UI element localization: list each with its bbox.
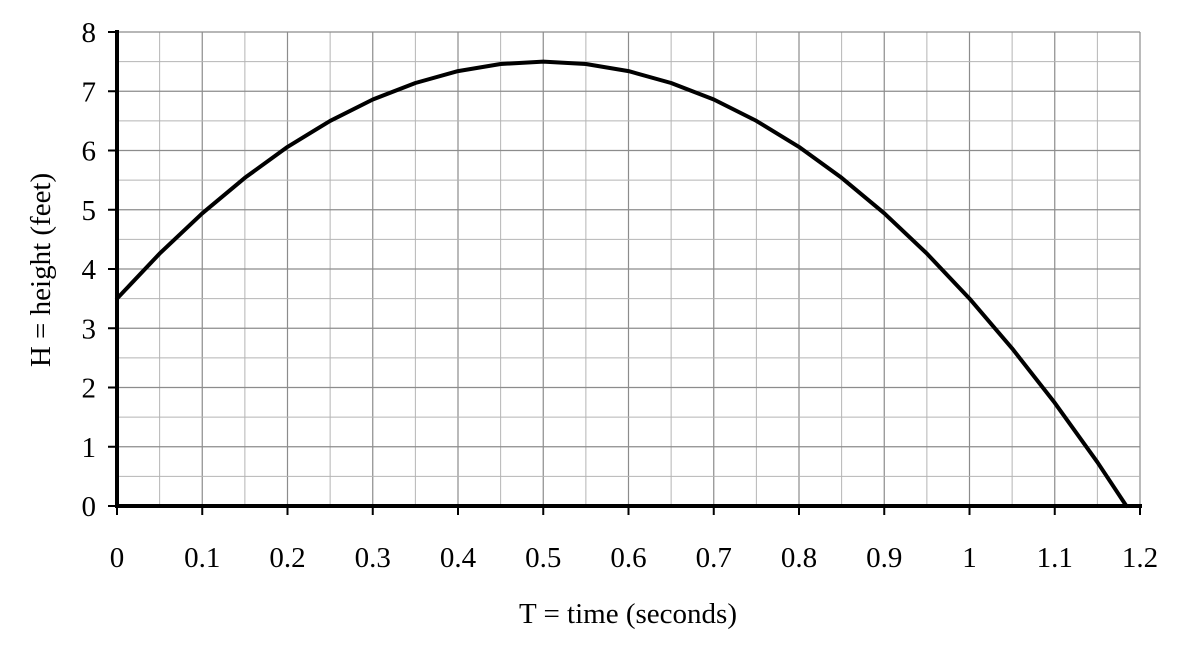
y-tick-label: 3 — [82, 313, 97, 345]
y-tick-label: 0 — [82, 491, 97, 523]
tick-labels: 0 0.1 0.2 0.3 0.4 0.5 0.6 0.7 0.8 0.9 1 1.1 1.2 0 1 2 3 4… — [82, 17, 1159, 574]
x-tick-label: 0.6 — [610, 542, 646, 574]
x-tick-label: 0.7 — [696, 542, 732, 574]
axes — [108, 30, 1142, 515]
y-tick-label: 4 — [82, 254, 97, 286]
x-tick-label: 0.9 — [866, 542, 902, 574]
x-axis-title: T = time (seconds) — [519, 598, 737, 630]
height-curve — [115, 59, 1129, 508]
y-tick-label: 7 — [82, 76, 97, 108]
y-tick-label: 6 — [82, 136, 97, 168]
x-tick-label: 0.8 — [781, 542, 817, 574]
x-tick-label: 0.4 — [440, 542, 477, 574]
y-tick-label: 2 — [82, 373, 97, 405]
y-axis-title: H = height (feet) — [25, 173, 57, 367]
x-tick-label: 1 — [962, 542, 977, 574]
x-tick-label: 0.3 — [355, 542, 391, 574]
y-tick-label: 5 — [82, 195, 97, 227]
grid — [116, 31, 1141, 507]
series — [115, 59, 1129, 508]
x-tick-label: 0.1 — [184, 542, 220, 574]
x-tick-label: 1.2 — [1122, 542, 1158, 574]
y-tick-label: 1 — [82, 432, 97, 464]
x-tick-label: 0.5 — [525, 542, 561, 574]
x-tick-label: 1.1 — [1037, 542, 1073, 574]
x-tick-label: 0 — [110, 542, 125, 574]
x-tick-label: 0.2 — [269, 542, 305, 574]
y-tick-label: 8 — [82, 17, 97, 49]
